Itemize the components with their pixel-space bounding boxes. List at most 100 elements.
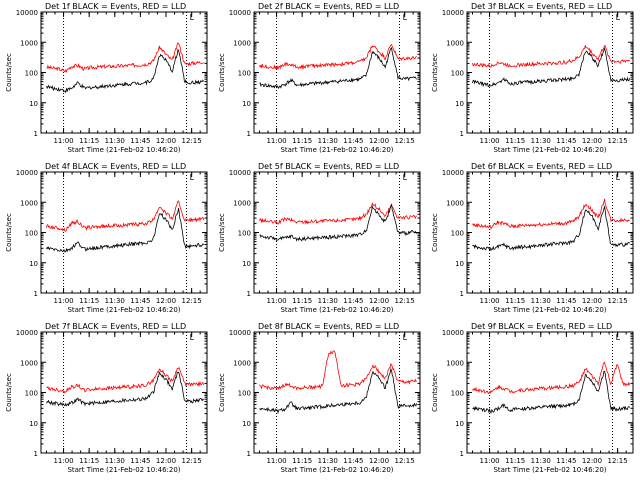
y-tick-label: 10000 — [442, 169, 464, 177]
x-tick-label: 12:15 — [608, 137, 628, 145]
y-tick-label: 1000 — [446, 359, 464, 367]
x-tick-label: 11:45 — [130, 457, 150, 465]
x-tick-label: 12:00 — [369, 297, 389, 305]
events-series-line — [46, 208, 204, 253]
x-tick-label: 11:30 — [105, 137, 125, 145]
x-tick-label: 11:00 — [266, 457, 286, 465]
x-tick-label: 11:15 — [505, 457, 525, 465]
lld-marker-label: L — [403, 13, 408, 22]
y-tick-label: 10000 — [229, 329, 251, 337]
x-tick-label: 12:00 — [369, 137, 389, 145]
x-axis-label: Start Time (21-Feb-02 10:46:20) — [280, 466, 393, 474]
panel-title: Det 6f BLACK = Events, RED = LLD — [471, 162, 612, 171]
x-tick-label: 11:15 — [292, 137, 312, 145]
y-tick-label: 10 — [455, 100, 464, 108]
events-series-line — [46, 371, 204, 407]
lld-series-line — [472, 45, 630, 68]
y-tick-label: 10 — [242, 420, 251, 428]
x-tick-label: 11:45 — [556, 137, 576, 145]
lld-marker-label: L — [616, 333, 621, 342]
y-tick-label: 1 — [460, 290, 464, 298]
y-axis-label: Counts/sec — [431, 373, 439, 412]
x-tick-label: 12:15 — [608, 297, 628, 305]
x-tick-label: 12:15 — [608, 457, 628, 465]
lld-series-line — [46, 200, 204, 232]
lld-series-line — [259, 43, 417, 71]
y-tick-label: 1 — [460, 450, 464, 458]
y-tick-label: 10000 — [229, 9, 251, 17]
x-tick-label: 11:45 — [343, 137, 363, 145]
y-tick-label: 100 — [451, 390, 464, 398]
x-tick-label: 12:00 — [582, 137, 602, 145]
y-tick-label: 10 — [29, 260, 38, 268]
x-tick-label: 11:00 — [266, 297, 286, 305]
y-tick-label: 1000 — [446, 199, 464, 207]
x-tick-label: 11:15 — [79, 457, 99, 465]
y-axis-label: Counts/sec — [5, 373, 13, 412]
y-tick-label: 100 — [451, 70, 464, 78]
x-tick-label: 12:00 — [156, 297, 176, 305]
x-tick-label: 12:15 — [182, 137, 202, 145]
x-tick-label: 11:15 — [79, 137, 99, 145]
y-axis-label: Counts/sec — [218, 213, 226, 252]
x-axis-label: Start Time (21-Feb-02 10:46:20) — [67, 146, 180, 154]
y-tick-label: 10 — [242, 100, 251, 108]
lld-marker-label: L — [403, 333, 408, 342]
x-tick-label: 12:15 — [182, 297, 202, 305]
y-axis-label: Counts/sec — [431, 53, 439, 92]
y-tick-label: 10000 — [442, 329, 464, 337]
panel-grid: Det 1f BLACK = Events, RED = LLD 1 10 100 10… — [5, 2, 634, 474]
panel-6: Det 6f BLACK = Events, RED = LLD 1 10 100 10… — [431, 162, 634, 314]
panel-7: Det 7f BLACK = Events, RED = LLD 1 10 100 10… — [5, 322, 208, 474]
y-tick-label: 1000 — [233, 39, 251, 47]
lld-series-line — [472, 198, 630, 230]
y-tick-label: 10 — [455, 260, 464, 268]
x-axis-label: Start Time (21-Feb-02 10:46:20) — [280, 306, 393, 314]
lld-series-line — [472, 361, 630, 394]
panel-title: Det 3f BLACK = Events, RED = LLD — [471, 2, 612, 11]
y-tick-label: 1 — [247, 450, 251, 458]
x-tick-label: 12:15 — [395, 457, 415, 465]
x-tick-label: 12:15 — [395, 137, 415, 145]
x-tick-label: 11:00 — [479, 137, 499, 145]
x-tick-label: 11:00 — [479, 297, 499, 305]
lld-marker-label: L — [616, 173, 621, 182]
events-series-line — [472, 205, 630, 252]
x-tick-label: 12:15 — [395, 297, 415, 305]
panel-5: Det 5f BLACK = Events, RED = LLD 1 10 100 10… — [218, 162, 421, 314]
events-series-line — [259, 367, 417, 415]
x-tick-label: 11:45 — [556, 457, 576, 465]
y-tick-label: 1 — [460, 130, 464, 138]
lld-series-line — [46, 367, 204, 394]
x-axis-label: Start Time (21-Feb-02 10:46:20) — [67, 306, 180, 314]
y-tick-label: 100 — [238, 390, 251, 398]
x-tick-label: 11:45 — [130, 297, 150, 305]
x-tick-label: 11:00 — [53, 137, 73, 145]
y-tick-label: 100 — [238, 70, 251, 78]
x-tick-label: 11:00 — [479, 457, 499, 465]
y-axis-label: Counts/sec — [218, 373, 226, 412]
x-axis-label: Start Time (21-Feb-02 10:46:20) — [493, 146, 606, 154]
x-tick-label: 11:15 — [505, 137, 525, 145]
panel-title: Det 1f BLACK = Events, RED = LLD — [45, 2, 186, 11]
x-tick-label: 11:15 — [79, 297, 99, 305]
panel-9: Det 9f BLACK = Events, RED = LLD 1 10 100 10… — [431, 322, 634, 474]
y-tick-label: 1000 — [20, 359, 38, 367]
lld-series-line — [46, 42, 204, 73]
x-tick-label: 12:00 — [156, 457, 176, 465]
panel-title: Det 9f BLACK = Events, RED = LLD — [471, 322, 612, 331]
y-tick-label: 10000 — [16, 329, 38, 337]
x-tick-label: 12:00 — [582, 457, 602, 465]
lld-marker-label: L — [190, 173, 195, 182]
x-tick-label: 11:30 — [105, 297, 125, 305]
y-tick-label: 1000 — [233, 359, 251, 367]
y-tick-label: 10000 — [16, 9, 38, 17]
events-series-line — [259, 203, 417, 242]
x-tick-label: 11:45 — [556, 297, 576, 305]
x-axis-label: Start Time (21-Feb-02 10:46:20) — [67, 466, 180, 474]
x-tick-label: 11:00 — [266, 137, 286, 145]
y-tick-label: 100 — [25, 390, 38, 398]
panel-title: Det 7f BLACK = Events, RED = LLD — [45, 322, 186, 331]
y-tick-label: 1 — [34, 130, 38, 138]
